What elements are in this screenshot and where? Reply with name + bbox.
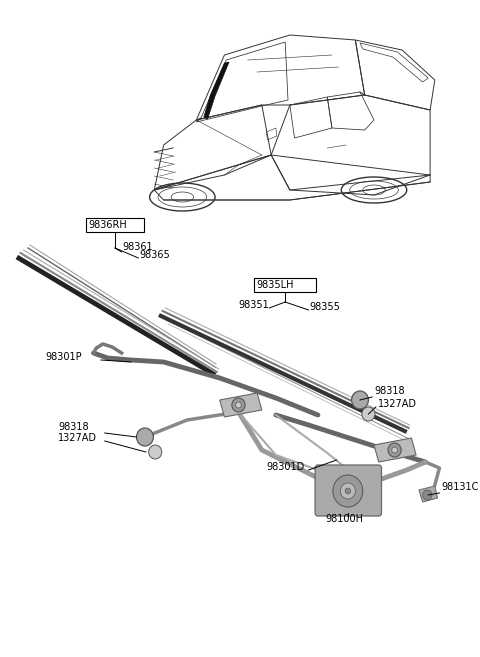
Circle shape [392,447,397,453]
Text: 98318: 98318 [374,386,405,396]
Circle shape [136,428,153,446]
Text: 98301P: 98301P [45,352,82,362]
Circle shape [423,490,432,500]
Bar [254,278,316,292]
Text: 98318: 98318 [58,422,89,432]
Text: 1327AD: 1327AD [378,399,417,409]
Text: 98355: 98355 [310,302,340,312]
Text: 98131C: 98131C [441,482,479,492]
Text: 98351: 98351 [239,300,269,310]
Circle shape [362,407,375,421]
Text: 98301D: 98301D [266,462,305,472]
Circle shape [333,475,363,507]
Polygon shape [204,62,229,119]
Text: 98361: 98361 [122,242,153,252]
Polygon shape [374,438,416,462]
Polygon shape [419,486,438,502]
Circle shape [345,488,351,494]
Circle shape [149,445,162,459]
Polygon shape [220,393,262,417]
Circle shape [351,391,369,409]
Circle shape [232,398,245,412]
FancyBboxPatch shape [315,465,382,516]
Text: 1327AD: 1327AD [58,433,97,443]
Circle shape [236,402,241,408]
Text: 98365: 98365 [139,250,170,260]
Circle shape [388,443,401,457]
Text: 9835LH: 9835LH [256,280,294,290]
Circle shape [340,483,355,499]
Text: 98100H: 98100H [325,514,363,524]
Text: 9836RH: 9836RH [88,220,127,230]
Bar [86,218,144,232]
